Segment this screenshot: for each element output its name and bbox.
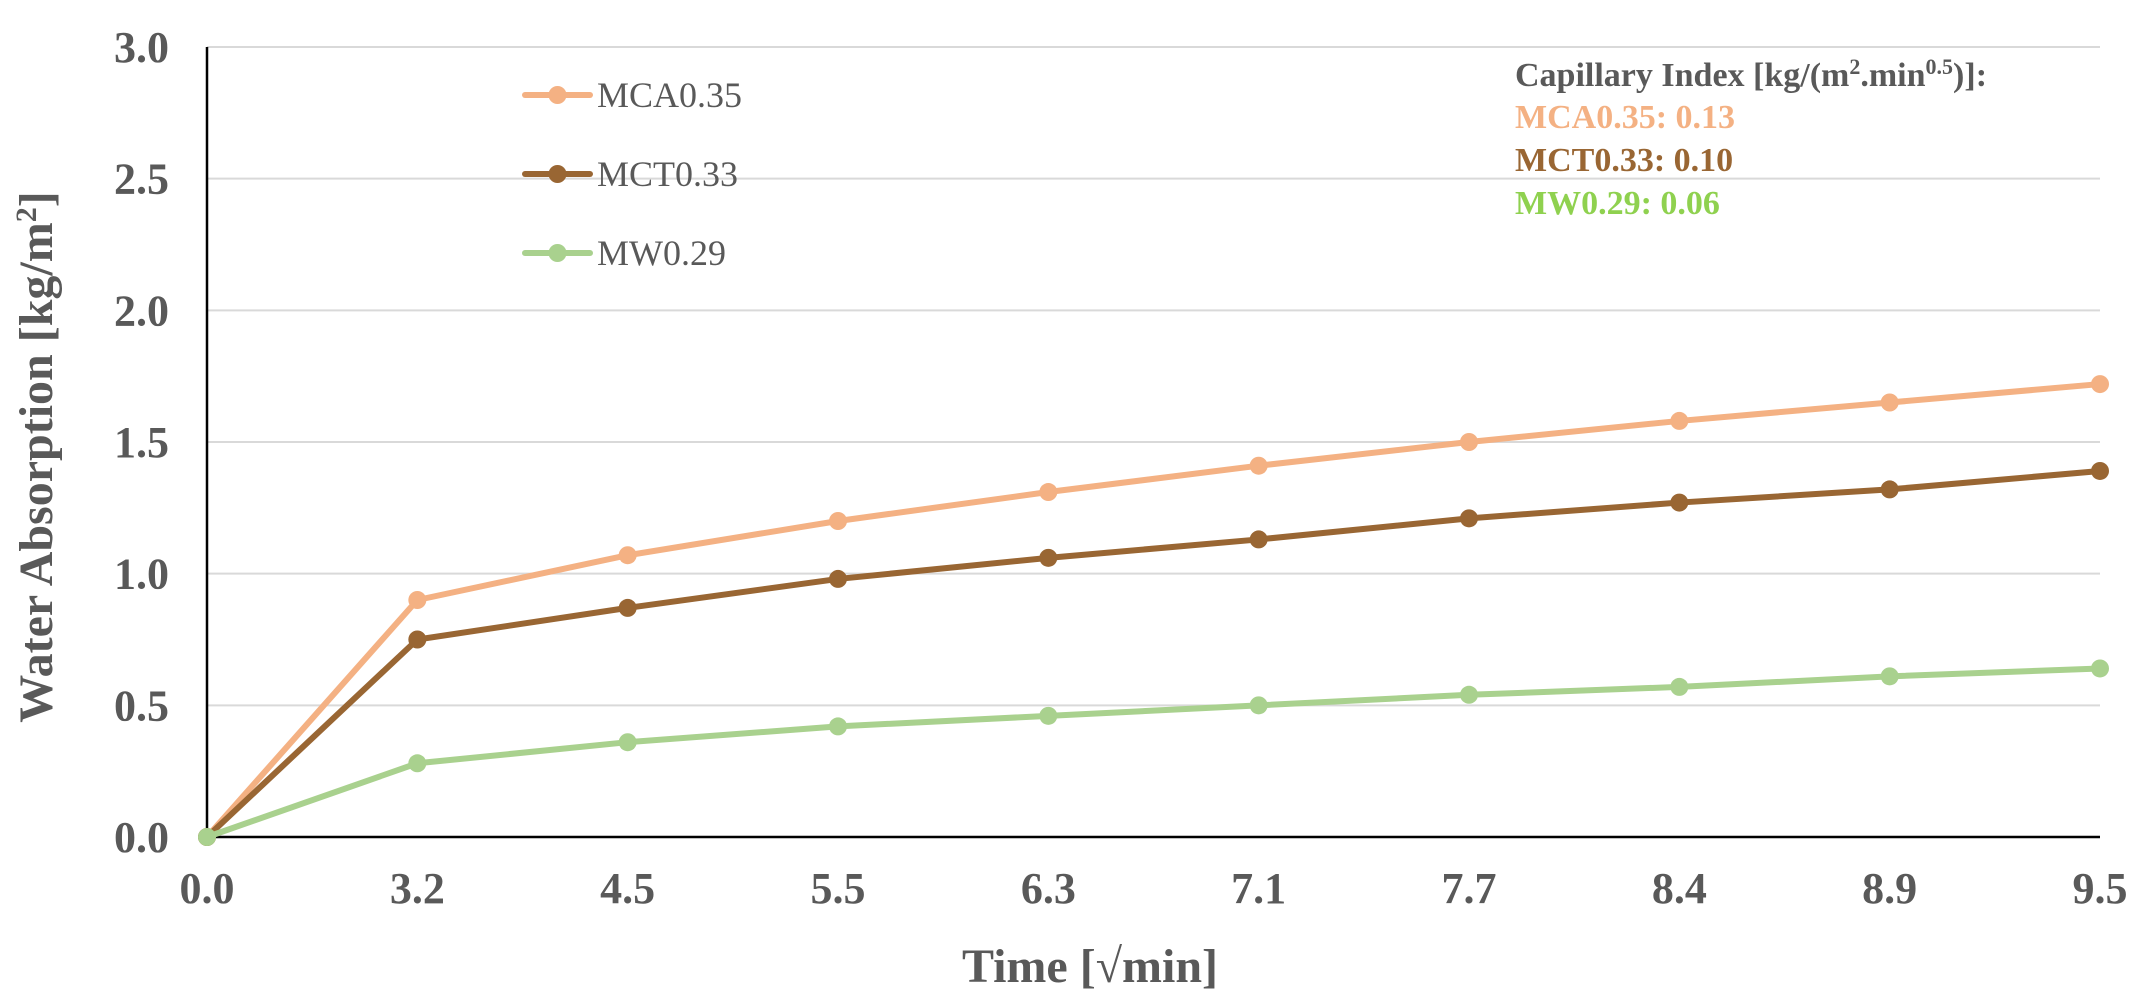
data-point xyxy=(1670,493,1689,512)
x-tick-label: 8.4 xyxy=(1652,864,1707,913)
data-point xyxy=(1460,509,1478,528)
series-line-mca0-35 xyxy=(204,381,2103,840)
legend-label: MCA0.35 xyxy=(597,75,742,115)
data-point xyxy=(198,828,216,846)
data-point xyxy=(2091,461,2109,480)
data-point xyxy=(1249,456,1268,475)
capillary-index-header: Capillary Index [kg/(m2.min0.5)]: xyxy=(1515,54,1987,94)
capillary-index-mw: MW0.29: 0.06 xyxy=(1515,185,1720,222)
series-line-mw0-29 xyxy=(204,665,2103,840)
x-tick-label: 8.9 xyxy=(1862,864,1917,913)
y-tick-label: 2.5 xyxy=(114,155,169,204)
x-tick-label: 5.5 xyxy=(811,864,866,913)
y-tick-label: 3.0 xyxy=(114,23,169,72)
series-lines xyxy=(198,375,2109,846)
x-tick-label: 7.1 xyxy=(1231,864,1286,913)
x-tick-label: 3.2 xyxy=(390,864,445,913)
data-point xyxy=(1880,393,1899,412)
legend: MCA0.35 MCT0.33 MW0.29 xyxy=(522,75,742,273)
series-line-mct0-33 xyxy=(204,467,2103,840)
data-point xyxy=(1670,411,1689,430)
data-point xyxy=(829,569,847,588)
y-axis-title: Water Absorption [kg/m2] xyxy=(10,191,63,722)
data-point xyxy=(1670,677,1689,696)
data-point xyxy=(408,630,427,649)
x-tick-labels: 0.0 3.2 4.5 5.5 6.3 7.1 7.7 8.4 8.9 9.5 xyxy=(180,864,2128,913)
data-point xyxy=(1460,433,1478,451)
data-point xyxy=(408,591,427,609)
data-point xyxy=(1880,480,1899,499)
legend-label: MW0.29 xyxy=(597,233,726,273)
data-point xyxy=(408,754,427,773)
x-axis-title: Time [√min] xyxy=(962,940,1218,993)
data-point xyxy=(829,512,847,530)
axes xyxy=(205,47,2100,839)
y-tick-labels: 0.0 0.5 1.0 1.5 2.0 2.5 3.0 xyxy=(114,23,169,862)
data-point xyxy=(618,546,637,565)
gridlines xyxy=(207,46,2100,707)
legend-swatch-marker xyxy=(548,244,567,262)
y-tick-label: 0.5 xyxy=(114,681,169,730)
data-point xyxy=(618,598,637,617)
legend-swatch-marker xyxy=(548,165,567,183)
capillary-index-mct: MCT0.33: 0.10 xyxy=(1515,142,1733,179)
data-point xyxy=(618,733,637,752)
x-tick-label: 4.5 xyxy=(600,864,655,913)
data-point xyxy=(1249,696,1268,715)
x-tick-label: 7.7 xyxy=(1442,864,1497,913)
x-tick-label: 6.3 xyxy=(1021,864,1076,913)
legend-swatch-marker xyxy=(548,86,567,104)
y-tick-label: 0.0 xyxy=(114,813,169,862)
x-tick-label: 9.5 xyxy=(2073,864,2128,913)
data-point xyxy=(1460,685,1478,704)
data-point xyxy=(1249,530,1268,549)
legend-label: MCT0.33 xyxy=(597,154,738,194)
capillary-index-mca: MCA0.35: 0.13 xyxy=(1515,99,1735,136)
data-point xyxy=(1039,706,1058,725)
x-tick-label: 0.0 xyxy=(180,864,235,913)
capillary-index-annotation: Capillary Index [kg/(m2.min0.5)]: MCA0.3… xyxy=(1515,54,1987,222)
y-tick-label: 1.0 xyxy=(114,550,169,599)
y-tick-label: 2.0 xyxy=(114,286,169,335)
data-point xyxy=(1039,548,1058,567)
y-tick-label: 1.5 xyxy=(114,418,169,467)
data-point xyxy=(829,717,847,736)
data-point xyxy=(2091,659,2109,678)
data-point xyxy=(1880,667,1899,686)
data-point xyxy=(1039,483,1058,502)
data-point xyxy=(2091,375,2109,394)
